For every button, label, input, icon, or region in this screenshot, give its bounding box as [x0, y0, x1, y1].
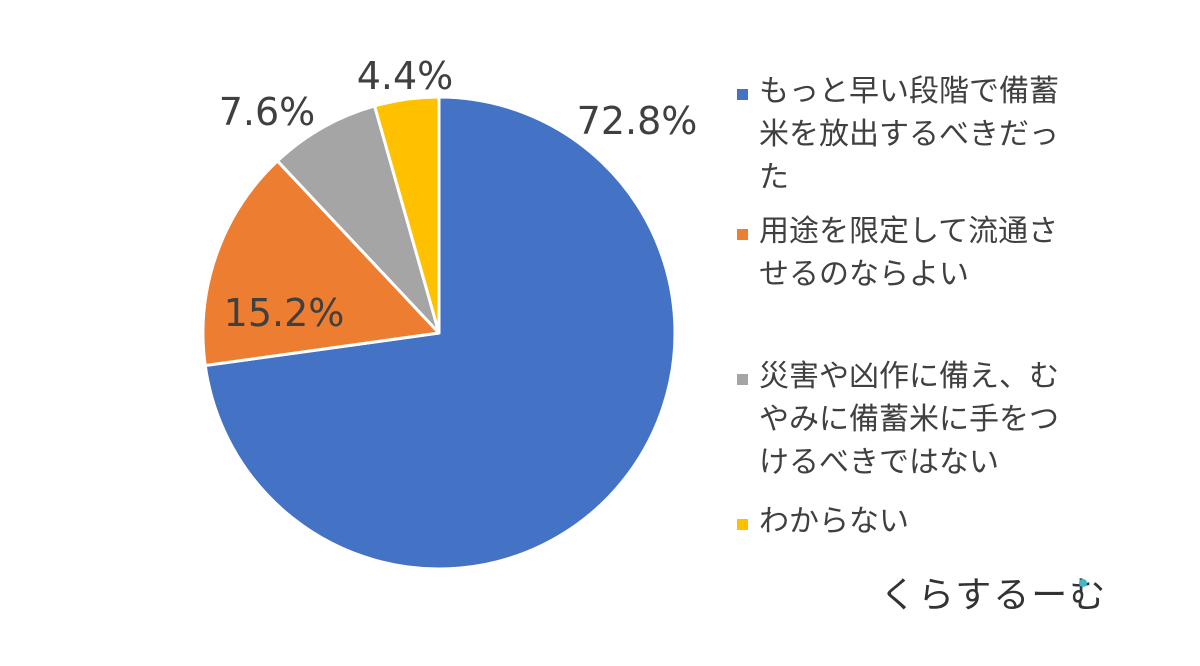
- brand-logo: くらするーむ: [880, 575, 1108, 616]
- legend-label: 災害や凶作に備え、む やみに備蓄米に手をつ けるべきではない: [759, 355, 1099, 484]
- legend-label-line: 米を放出するべきだっ: [759, 117, 1059, 152]
- value-label-slice-2: 15.2%: [224, 291, 345, 335]
- legend-marker-orange: [737, 229, 748, 240]
- legend-label-line: わからない: [759, 504, 909, 539]
- legend-label-line: やみに備蓄米に手をつ: [759, 402, 1059, 437]
- legend-label-line: せるのならよい: [759, 257, 969, 292]
- legend-label: もっと早い段階で備蓄 米を放出するべきだっ た: [759, 70, 1099, 199]
- legend-label-line: た: [759, 160, 789, 195]
- pie-slice-keep-reserve: [275, 104, 441, 335]
- legend-marker-blue: [737, 89, 748, 100]
- legend-marker-yellow: [737, 519, 748, 530]
- value-label-slice-1: 72.8%: [577, 99, 698, 143]
- legend-label-line: けるべきではない: [759, 445, 999, 480]
- brand-logo-dot: [1079, 579, 1087, 587]
- legend-label: 用途を限定して流通さ せるのならよい: [759, 210, 1099, 296]
- legend-label: わからない: [759, 500, 1099, 543]
- legend-label-line: 災害や凶作に備え、む: [759, 359, 1059, 394]
- pie-slice-limited-use: [201, 159, 441, 368]
- legend-label-line: 用途を限定して流通さ: [759, 214, 1059, 249]
- legend-marker-gray: [737, 374, 748, 385]
- value-label-slice-4: 4.4%: [357, 54, 454, 98]
- pie-value-labels: 72.8% 15.2% 7.6% 4.4%: [219, 54, 698, 335]
- value-label-slice-3: 7.6%: [219, 90, 316, 134]
- pie-slices: [201, 95, 677, 571]
- pie-slice-dont-know: [373, 95, 441, 335]
- legend-label-line: もっと早い段階で備蓄: [759, 74, 1059, 109]
